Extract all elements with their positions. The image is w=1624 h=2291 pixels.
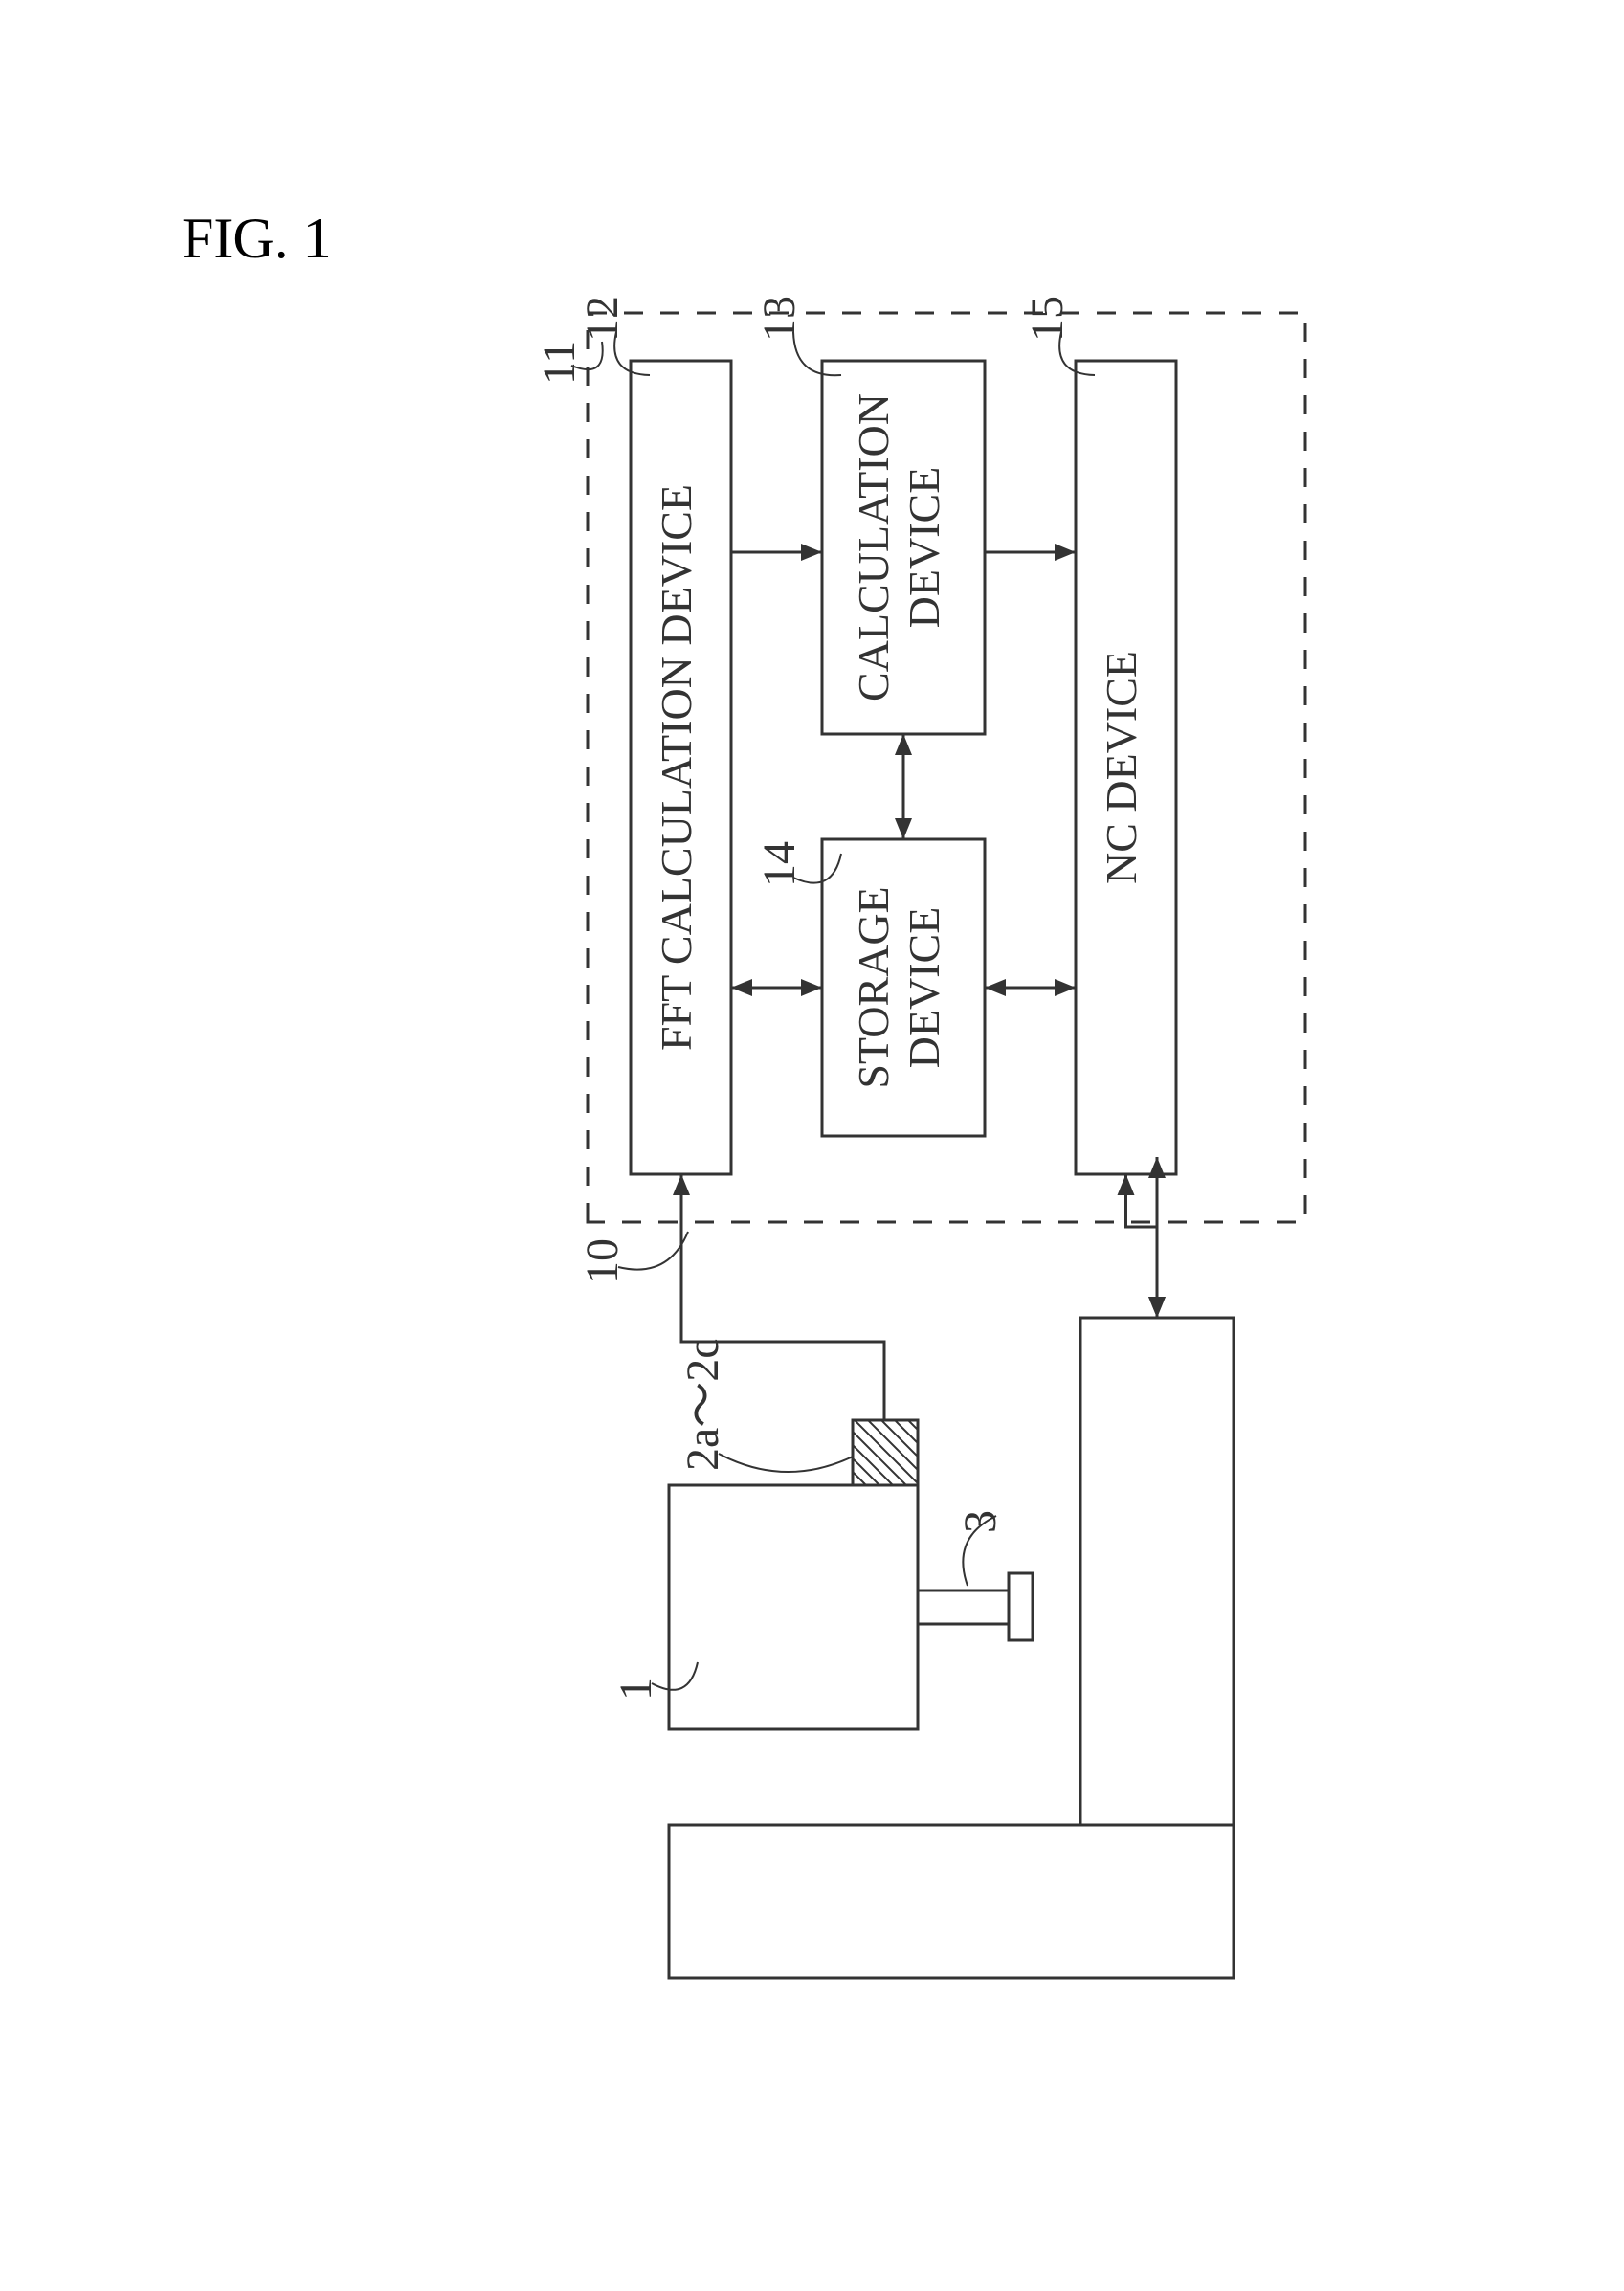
svg-text:2a～2c: 2a～2c [678, 1338, 728, 1471]
svg-text:14: 14 [754, 841, 805, 887]
svg-text:13: 13 [754, 296, 805, 342]
svg-text:CALCULATION: CALCULATION [849, 393, 898, 701]
page: FIG. 1 12a～2c31011FFT CALCULATION DEVICE… [0, 0, 1624, 2291]
svg-text:11: 11 [534, 341, 585, 385]
svg-text:3: 3 [955, 1510, 1006, 1533]
svg-text:15: 15 [1022, 296, 1073, 342]
svg-text:DEVICE: DEVICE [900, 467, 948, 629]
svg-text:STORAGE: STORAGE [849, 886, 898, 1088]
svg-text:NC DEVICE: NC DEVICE [1097, 651, 1146, 884]
svg-text:12: 12 [577, 296, 628, 342]
block-diagram: 1 2a～2c 3 10 11 FFT CALCULATION DEVICE 12 CALCU… [190, 236, 1435, 2055]
svg-text:DEVICE: DEVICE [900, 907, 948, 1069]
svg-text:1: 1 [611, 1678, 661, 1701]
svg-text:FFT CALCULATION DEVICE: FFT CALCULATION DEVICE [652, 484, 701, 1051]
diagram-container: 1 2a～2c 3 10 11 FFT CALCULATION DEVICE 12 CALCU… [190, 236, 1435, 2055]
svg-text:10: 10 [577, 1238, 628, 1284]
